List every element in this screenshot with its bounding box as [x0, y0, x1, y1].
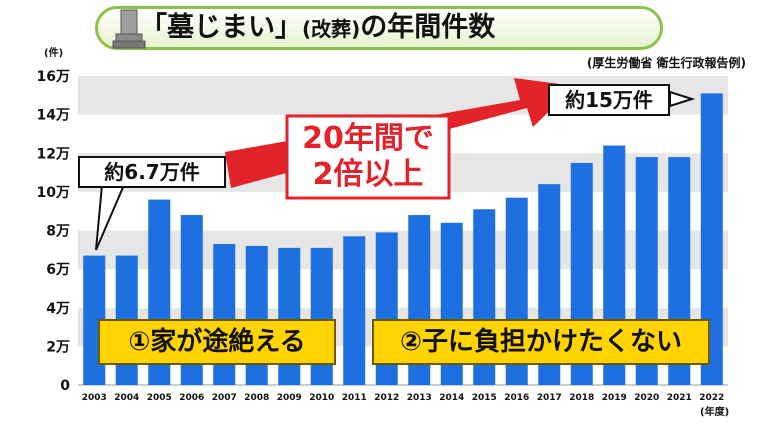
- y-tick-label: 10万: [37, 185, 70, 201]
- y-tick-label: 12万: [37, 146, 70, 162]
- x-tick-label: 2012: [374, 393, 399, 403]
- x-tick-label: 2004: [114, 393, 139, 403]
- x-tick-label: 2018: [569, 393, 594, 403]
- title-main: 「墓じまい」: [140, 12, 302, 43]
- x-tick-label: 2019: [602, 393, 627, 403]
- y-axis-unit: (件): [44, 48, 64, 59]
- x-axis-ticks: 2003 2004 2005 2006 2007 2008 2009 2010 2011 2012…: [82, 393, 725, 403]
- y-tick-label: 2万: [46, 339, 70, 355]
- x-tick-label: 2008: [244, 393, 269, 403]
- y-tick-label: 16万: [37, 69, 70, 85]
- x-tick-label: 2007: [212, 393, 237, 403]
- bar-2011: [343, 236, 366, 385]
- y-tick-label: 4万: [46, 301, 70, 317]
- x-tick-label: 2011: [342, 393, 367, 403]
- title-tail: の年間件数: [360, 12, 496, 43]
- y-tick-label: 14万: [37, 108, 70, 124]
- x-tick-label: 2020: [634, 393, 659, 403]
- x-axis-unit: (年度): [700, 407, 730, 418]
- x-tick-label: 2009: [277, 393, 302, 403]
- reason-2-banner: ②子に負担かけたくない: [372, 319, 710, 365]
- x-tick-label: 2022: [699, 393, 724, 403]
- end-callout-pointer: [669, 90, 696, 108]
- y-tick-label: 8万: [46, 224, 70, 240]
- start-callout: 約6.7万件: [78, 156, 226, 188]
- x-tick-label: 2010: [309, 393, 334, 403]
- x-tick-label: 2021: [667, 393, 692, 403]
- x-tick-label: 2016: [504, 393, 529, 403]
- y-tick-label: 0: [60, 378, 70, 394]
- reason-1-banner: ①家が途絶える: [98, 319, 336, 365]
- gravestone-icon: [112, 9, 146, 49]
- arrow-label-box: [285, 114, 451, 200]
- arrow-label-line1: 20年間で: [302, 121, 434, 156]
- grid-band: [78, 230, 728, 270]
- title-banner: [95, 6, 663, 50]
- y-tick-label: 6万: [46, 262, 70, 278]
- end-callout: 約15万件: [548, 84, 670, 116]
- x-tick-label: 2005: [147, 393, 172, 403]
- page-title: 「墓じまい」(改葬)の年間件数: [140, 6, 660, 50]
- x-tick-label: 2013: [407, 393, 432, 403]
- x-tick-label: 2015: [472, 393, 497, 403]
- title-paren: (改葬): [302, 17, 361, 41]
- y-axis-ticks: 0 2万 4万 6万 8万 10万 12万 14万 16万: [37, 69, 71, 394]
- x-tick-label: 2006: [179, 393, 204, 403]
- bar-2022: [700, 93, 723, 385]
- x-tick-label: 2003: [82, 393, 107, 403]
- x-tick-label: 2014: [439, 393, 464, 403]
- arrow-label-line2: 2倍以上: [312, 157, 424, 192]
- source-note: (厚生労働省 衛生行政報告例): [586, 56, 746, 70]
- x-tick-label: 2017: [537, 393, 562, 403]
